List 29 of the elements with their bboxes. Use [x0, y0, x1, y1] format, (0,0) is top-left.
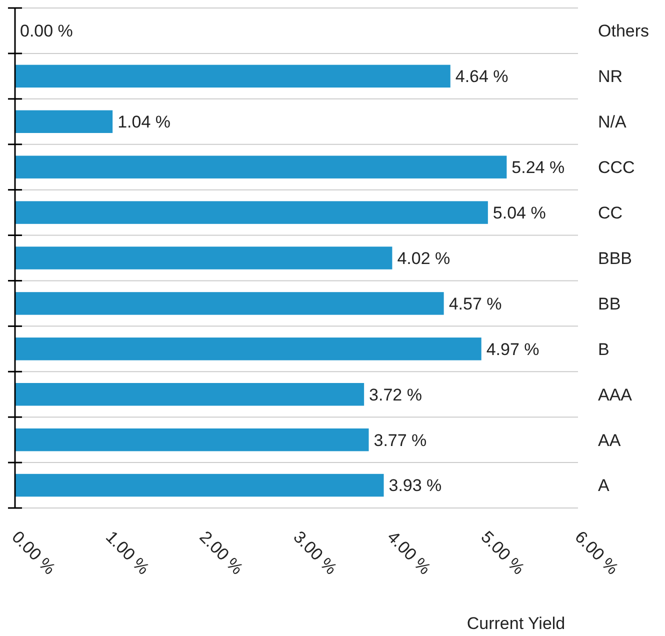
data-label: 1.04 %	[118, 112, 171, 132]
y-tick-label: BB	[598, 294, 621, 314]
y-tick-label: Others	[598, 22, 650, 41]
x-tick-label: 6.00 %	[571, 527, 622, 578]
data-label: 4.64 %	[455, 67, 508, 86]
y-tick-label: AA	[598, 430, 622, 450]
data-label: 4.57 %	[448, 294, 502, 314]
x-axis-title: Current Yield	[466, 614, 566, 633]
data-label: 0.00 %	[20, 22, 73, 41]
x-tick-label: 4.00 %	[384, 527, 434, 578]
data-label: 5.24 %	[512, 158, 565, 178]
data-label: 3.72 %	[369, 385, 422, 404]
x-tick-label: 3.00 %	[290, 527, 341, 578]
y-tick-label: AAA	[598, 385, 633, 404]
y-tick-label: B	[598, 340, 610, 359]
y-tick-label: CC	[598, 203, 623, 222]
x-tick-label: 1.00 %	[102, 527, 153, 578]
y-tick-label: N/A	[598, 112, 627, 132]
x-tick-label: 2.00 %	[196, 527, 247, 578]
y-tick-label: NR	[598, 67, 623, 86]
data-label: 4.97 %	[486, 340, 540, 359]
x-tick-label: 0.00 %	[8, 527, 60, 578]
data-label: 3.77 %	[374, 430, 427, 450]
y-tick-label: A	[598, 476, 610, 496]
data-label: 3.93 %	[388, 476, 442, 496]
y-tick-label: BBB	[598, 248, 632, 268]
data-label: 4.02 %	[397, 248, 450, 268]
data-label: 5.04 %	[492, 203, 546, 222]
y-tick-label: CCC	[598, 158, 635, 178]
